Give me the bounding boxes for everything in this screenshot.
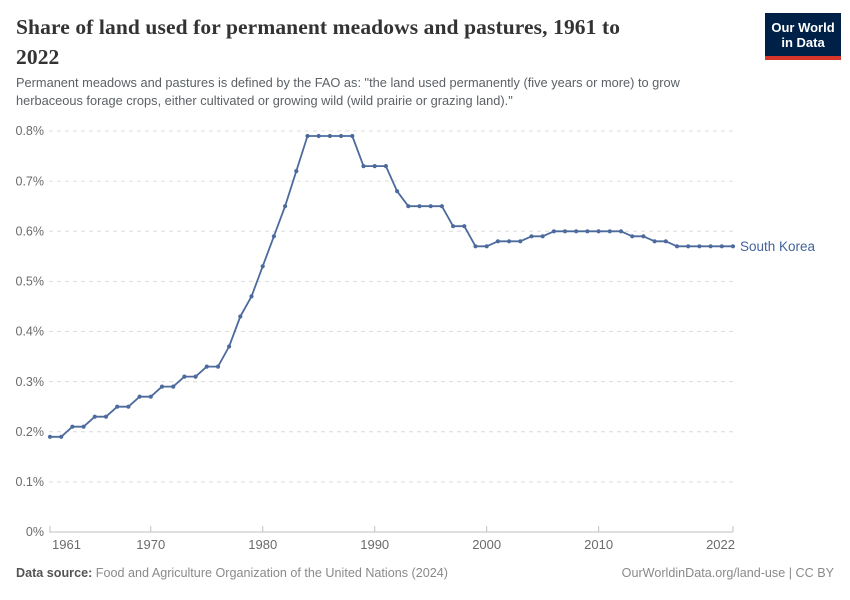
data-point[interactable] [417,204,422,209]
data-point[interactable] [103,414,109,419]
data-point[interactable] [395,189,400,194]
owid-logo-line1: Our World [771,19,835,35]
data-point[interactable] [574,229,579,234]
data-point[interactable] [484,244,489,249]
data-point[interactable] [697,244,702,249]
owid-logo-line2: in Data [781,34,825,50]
data-point[interactable] [529,234,534,239]
data-point[interactable] [462,224,467,229]
chart-subtitle-line2: herbaceous forage crops, either cultivat… [16,92,513,108]
data-point[interactable] [47,434,53,439]
data-point[interactable] [630,234,635,239]
data-source-label: Data source: [16,566,93,580]
x-tick-label: 2010 [584,537,613,552]
x-tick-label: 1970 [136,537,165,552]
data-point[interactable] [350,133,355,139]
data-source-note: Data source: Food and Agriculture Organi… [16,566,448,580]
data-point[interactable] [81,424,86,429]
data-point[interactable] [204,364,209,369]
data-point[interactable] [663,239,668,244]
x-tick-label: 1961 [52,537,81,552]
data-point[interactable] [294,169,299,174]
y-tick-label: 0.2% [16,425,45,439]
y-tick-label: 0.5% [16,275,45,289]
y-tick-label: 0.4% [16,325,45,339]
owid-logo[interactable]: Our World in Data [765,13,841,60]
data-point[interactable] [305,133,310,139]
data-point[interactable] [562,229,568,234]
chart-title: Share of land used for permanent meadows… [16,12,736,72]
data-point[interactable] [171,384,176,389]
y-tick-label: 0% [26,525,44,539]
data-point[interactable] [283,204,288,209]
data-point[interactable] [618,229,624,234]
data-point[interactable] [428,204,433,209]
x-tick-label: 2022 [706,537,735,552]
data-point[interactable] [507,239,512,244]
data-point[interactable] [59,434,64,439]
data-point[interactable] [406,204,411,209]
data-point[interactable] [115,404,120,409]
plot-area: 0% 0.1% 0.2% 0.3% 0.4% 0.5% 0.6% 0.7% 0.8% 1961 19… [0,110,850,580]
data-point[interactable] [551,229,557,234]
data-point[interactable] [518,239,523,244]
data-point[interactable] [137,394,142,399]
data-point[interactable] [92,414,97,419]
x-tick-label: 1980 [248,537,277,552]
chart-title-line1: Share of land used for permanent meadows… [16,15,621,39]
data-source-text: Food and Agriculture Organization of the… [95,566,448,580]
owid-license-link[interactable]: OurWorldinData.org/land-use | CC BY [621,566,834,580]
data-point[interactable] [383,164,388,169]
y-tick-label: 0.1% [16,475,45,489]
data-point[interactable] [339,133,344,139]
y-tick-label: 0.7% [16,174,45,188]
data-point[interactable] [327,133,332,139]
data-point[interactable] [585,229,590,234]
data-point[interactable] [372,164,377,169]
data-point[interactable] [215,364,221,369]
data-point[interactable] [271,234,276,239]
y-tick-label: 0.6% [16,224,45,238]
x-tick-label: 1990 [360,537,389,552]
data-point[interactable] [708,244,713,249]
data-point[interactable] [596,229,601,234]
data-point[interactable] [540,234,545,239]
data-point[interactable] [730,244,736,249]
data-point[interactable] [126,404,131,409]
data-point[interactable] [473,244,478,249]
data-point[interactable] [607,229,612,234]
y-tick-label: 0.3% [16,375,45,389]
data-point[interactable] [159,384,165,389]
data-point[interactable] [495,239,500,244]
data-point[interactable] [227,344,232,349]
series-label-south-korea[interactable]: South Korea [740,239,816,254]
y-tick-label: 0.8% [16,124,45,138]
data-point[interactable] [182,374,187,379]
line-chart: 0% 0.1% 0.2% 0.3% 0.4% 0.5% 0.6% 0.7% 0.8% 1961 19… [16,124,816,552]
series-line-south-korea [49,135,734,438]
data-point[interactable] [260,264,265,269]
data-point[interactable] [439,204,444,209]
data-point[interactable] [719,244,724,249]
data-point[interactable] [249,294,254,299]
data-point[interactable] [148,394,153,399]
data-point[interactable] [361,164,366,169]
data-point[interactable] [70,424,75,429]
data-point[interactable] [193,374,198,379]
data-point[interactable] [641,234,646,239]
data-point[interactable] [686,244,691,249]
data-point[interactable] [451,224,456,229]
chart-subtitle: Permanent meadows and pastures is define… [16,74,816,109]
data-point[interactable] [652,239,657,244]
chart-title-line2: 2022 [16,45,60,69]
chart-footer: Data source: Food and Agriculture Organi… [16,566,834,580]
data-point[interactable] [238,314,243,319]
data-point[interactable] [674,244,680,249]
chart-subtitle-line1: Permanent meadows and pastures is define… [16,75,680,90]
x-tick-label: 2000 [472,537,501,552]
data-point[interactable] [316,133,321,139]
